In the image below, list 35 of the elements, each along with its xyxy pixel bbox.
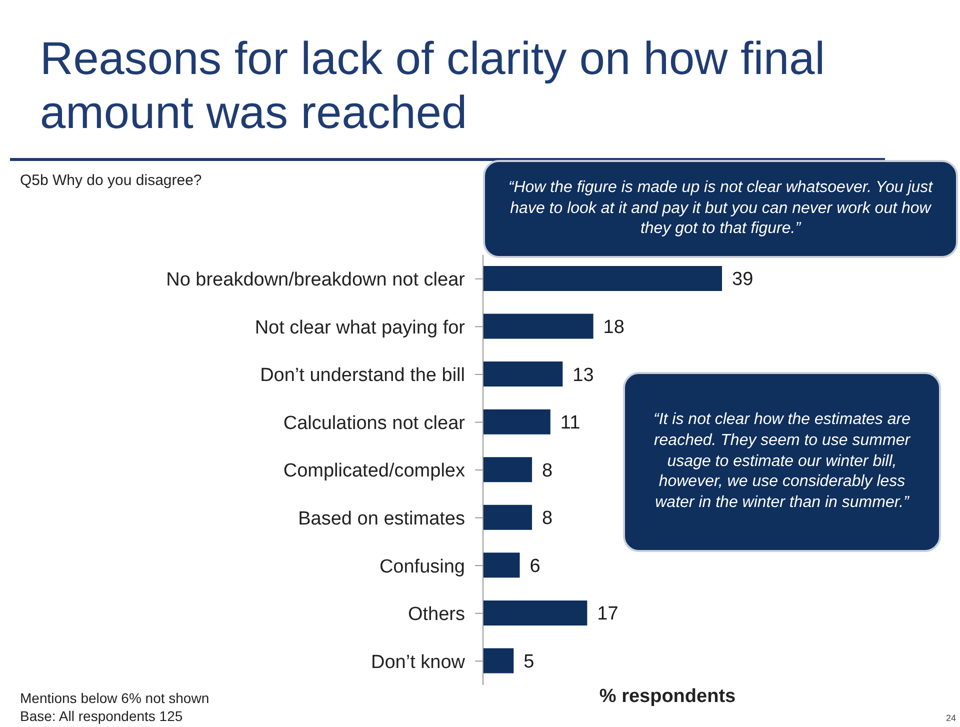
bar — [483, 314, 594, 339]
data-label: 8 — [542, 508, 553, 530]
data-label: 17 — [597, 604, 618, 625]
data-label: 5 — [524, 651, 534, 672]
bar — [483, 409, 550, 434]
data-label: 13 — [572, 364, 594, 386]
y-tick-label: Not clear what paying for — [254, 317, 466, 338]
speech-bubble: “How the figure is made up is not clear whatsoever. You just have to look at it and pay it but you can never work out how they got to that figure.” — [483, 160, 958, 258]
chart-title: Reasons for lack of clarity on how final amount was reached — [40, 32, 826, 140]
data-label: 18 — [603, 317, 624, 338]
y-tick-label: No breakdown/breakdown not clear — [166, 270, 466, 291]
y-tick-label: Others — [408, 604, 465, 626]
bar — [483, 457, 532, 482]
y-tick-label: Calculations not clear — [283, 412, 466, 434]
data-label: 11 — [560, 412, 580, 434]
data-label: 8 — [542, 460, 553, 482]
bar — [483, 266, 722, 291]
y-tick-label: Complicated/complex — [283, 460, 466, 482]
x-axis-title: % respondents — [598, 686, 737, 708]
text: Base: All respondents 125 — [20, 707, 184, 726]
text: 24 — [946, 713, 956, 723]
speech-bubble: “It is not clear how the estimates are reached. They seem to use summer usage to estimate our winter bill, however, we use considerably less water in the winter than in summer.” — [623, 372, 941, 552]
y-tick-label: Confusing — [379, 556, 465, 578]
text: Q5b Why do you disagree? — [20, 172, 202, 189]
bar — [483, 362, 563, 387]
bar — [483, 600, 588, 626]
y-tick-label: Don’t know — [371, 652, 466, 673]
bar — [483, 552, 520, 578]
y-tick-label: Based on estimates — [298, 508, 465, 530]
bar — [483, 648, 514, 674]
bar — [483, 504, 532, 530]
text: Mentions below 6% not shown — [20, 689, 210, 708]
y-tick-label: Don’t understand the bill — [260, 365, 465, 386]
data-label: 6 — [530, 556, 540, 577]
data-label: 39 — [732, 269, 754, 290]
